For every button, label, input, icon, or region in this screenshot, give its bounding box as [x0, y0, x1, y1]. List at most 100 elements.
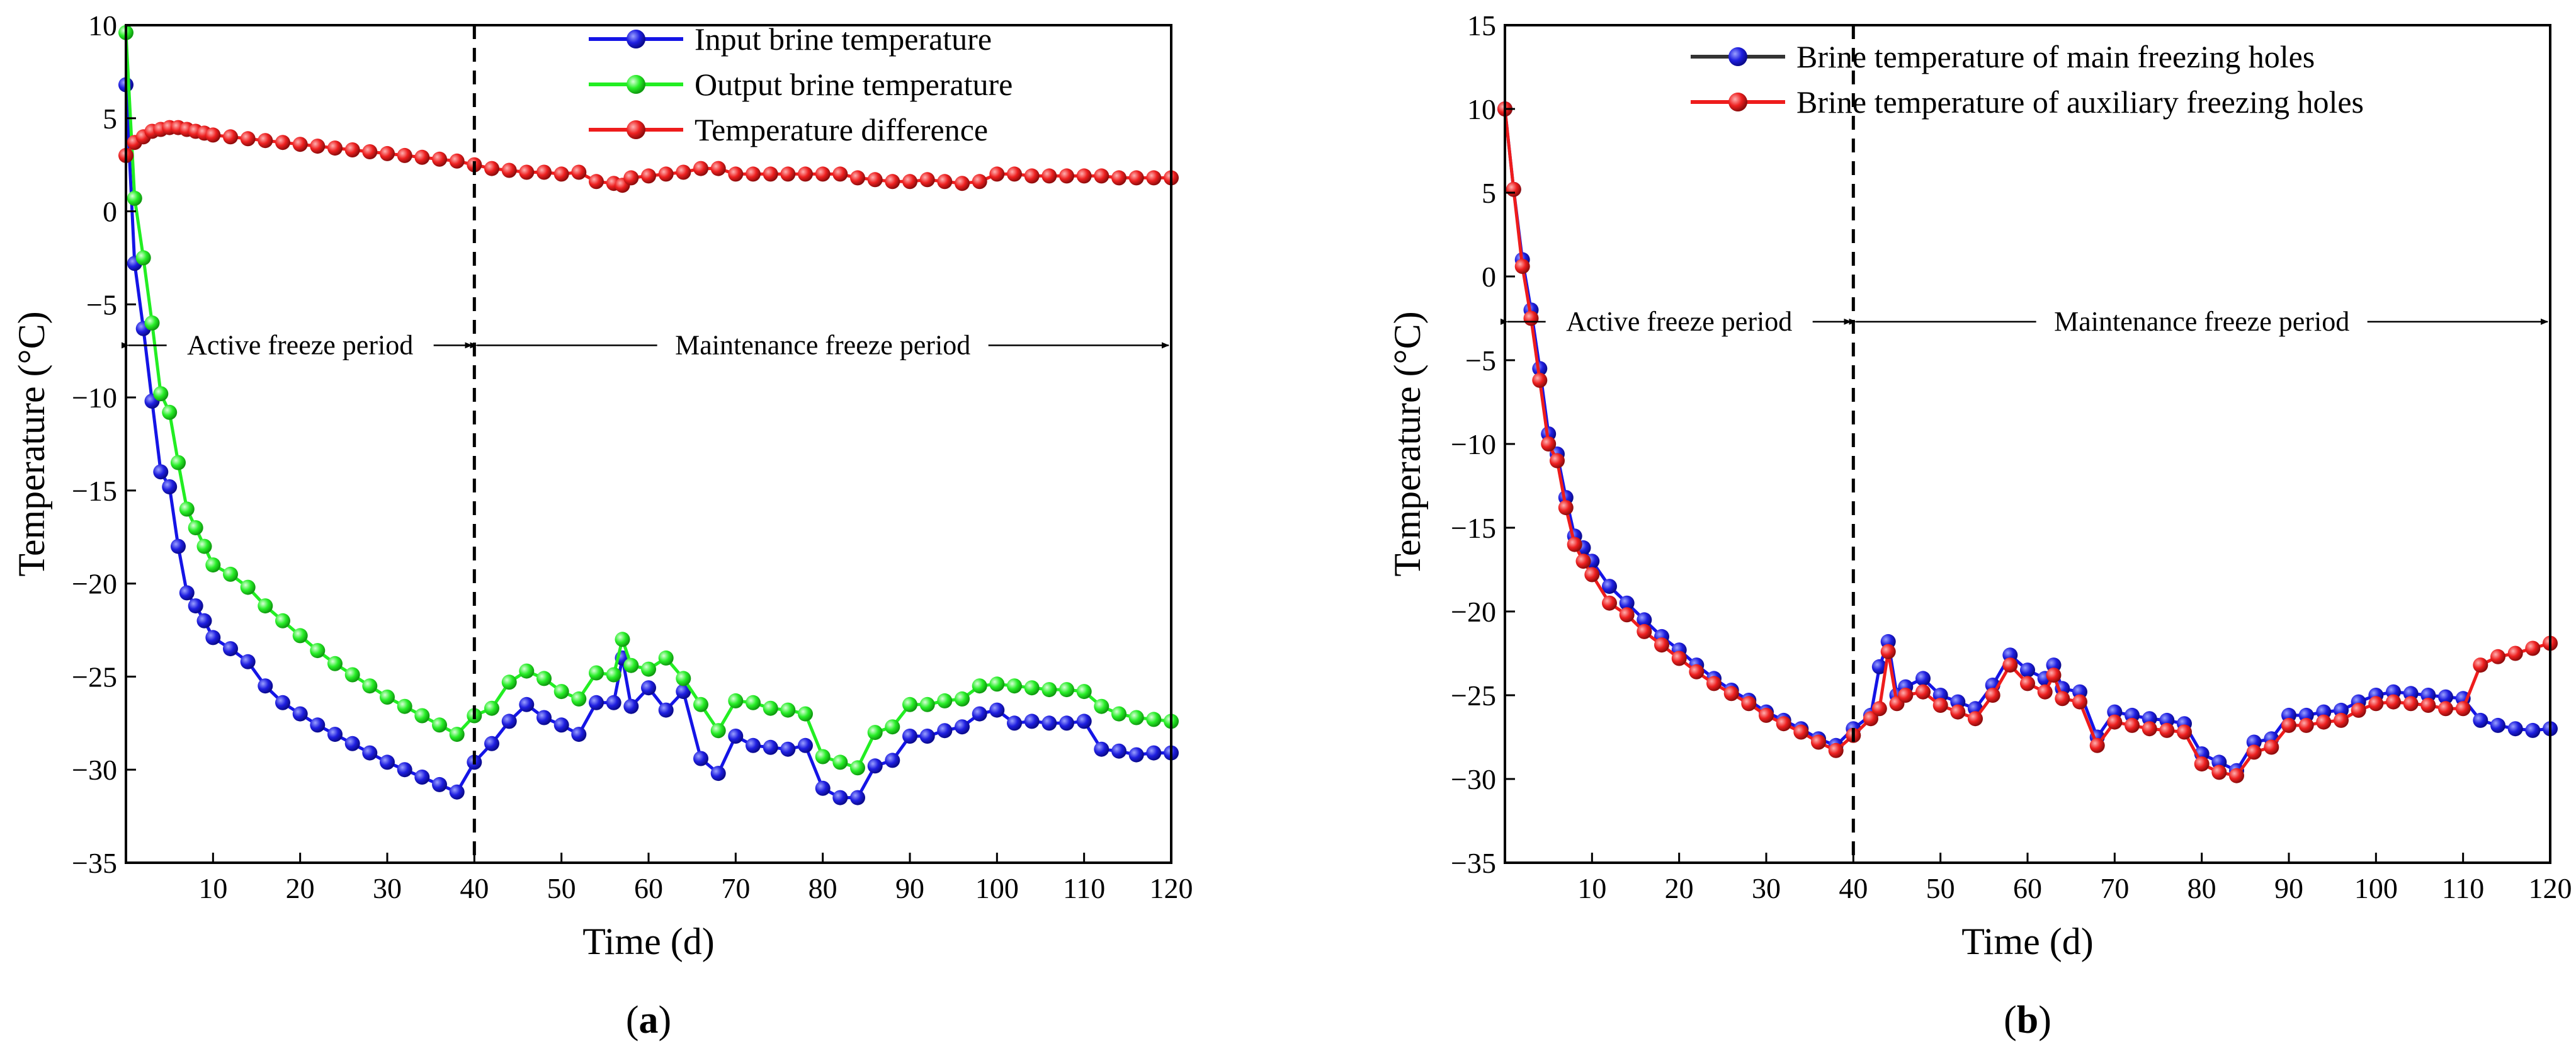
data-point — [2211, 765, 2227, 780]
data-point — [2490, 649, 2505, 664]
data-point — [144, 315, 160, 331]
data-point — [2438, 689, 2453, 705]
y-tick-label: 0 — [103, 196, 117, 228]
data-point — [449, 727, 465, 742]
data-point — [2159, 722, 2175, 738]
data-point — [2037, 684, 2053, 700]
data-point — [1007, 678, 1022, 694]
x-tick-label: 80 — [2187, 872, 2216, 904]
x-tick-label: 100 — [2354, 872, 2398, 904]
data-point — [205, 557, 221, 573]
data-point — [919, 172, 935, 188]
data-point — [1041, 682, 1057, 698]
data-point — [728, 693, 744, 708]
data-point — [1041, 715, 1057, 731]
data-point — [850, 760, 865, 776]
x-tick-label: 20 — [1665, 872, 1694, 904]
data-point — [867, 172, 883, 188]
data-point — [676, 684, 691, 700]
data-point — [693, 161, 708, 176]
data-point — [2055, 691, 2070, 707]
data-point — [1541, 436, 1557, 452]
data-point — [484, 736, 499, 751]
data-point — [1968, 711, 1983, 727]
y-tick-label: −5 — [1465, 344, 1496, 377]
x-tick-label: 90 — [895, 872, 924, 904]
data-point — [955, 176, 970, 191]
x-axis-label-b: Time (d) — [1961, 921, 2093, 962]
data-point — [519, 663, 535, 679]
data-point — [1863, 711, 1878, 727]
data-point — [397, 762, 412, 778]
data-point — [536, 710, 552, 725]
data-point — [641, 168, 656, 184]
data-point — [127, 190, 142, 206]
data-point — [1602, 595, 1617, 611]
data-point — [275, 695, 290, 710]
data-point — [989, 166, 1005, 182]
data-point — [798, 166, 813, 182]
data-point — [989, 676, 1005, 692]
data-point — [327, 656, 343, 671]
x-tick-label: 90 — [2274, 872, 2303, 904]
data-point — [1871, 659, 1887, 674]
data-point — [1811, 734, 1826, 750]
data-point — [1671, 651, 1687, 666]
data-point — [571, 691, 587, 707]
data-point — [571, 727, 587, 742]
data-point — [344, 142, 360, 157]
data-point — [1950, 704, 1966, 720]
data-point — [1567, 537, 1582, 552]
data-point — [449, 784, 465, 800]
data-point — [414, 708, 430, 724]
data-point — [397, 147, 412, 163]
data-point — [553, 717, 569, 733]
data-point — [153, 464, 169, 480]
data-point — [2264, 739, 2279, 755]
x-tick-label: 100 — [975, 872, 1019, 904]
y-tick-label: −20 — [1451, 596, 1496, 628]
x-tick-label: 30 — [1752, 872, 1781, 904]
data-point — [902, 729, 917, 744]
data-point — [1575, 554, 1591, 569]
data-point — [1024, 680, 1040, 696]
data-point — [1723, 686, 1739, 702]
data-point — [2316, 714, 2332, 730]
data-point — [1619, 595, 1635, 611]
data-point — [380, 145, 395, 161]
data-point — [606, 695, 621, 710]
data-point — [501, 162, 517, 178]
data-point — [955, 691, 970, 707]
data-point — [258, 133, 273, 149]
data-point — [885, 174, 900, 190]
data-point — [867, 758, 883, 774]
plot-frame-a — [125, 24, 1172, 864]
data-point — [589, 695, 604, 710]
data-point — [1602, 579, 1617, 594]
data-point — [240, 579, 256, 595]
data-point — [763, 700, 778, 716]
x-tick-label: 40 — [1839, 872, 1868, 904]
data-point — [1558, 500, 1574, 516]
data-point — [2046, 668, 2062, 683]
legend-swatch-marker — [627, 30, 645, 48]
data-point — [972, 174, 987, 190]
data-point — [1871, 701, 1887, 717]
data-point — [484, 700, 499, 716]
x-tick-label: 120 — [2529, 872, 2572, 904]
data-point — [2420, 698, 2436, 713]
data-point — [2507, 721, 2523, 737]
data-point — [536, 164, 552, 180]
data-point — [275, 613, 290, 628]
data-point — [484, 161, 499, 176]
y-tick-label: 15 — [1467, 9, 1496, 42]
y-tick-label: 5 — [1482, 177, 1496, 209]
data-point — [258, 678, 273, 694]
data-point — [728, 166, 744, 182]
data-point — [972, 678, 987, 694]
panel-letter-b: b — [2017, 999, 2038, 1042]
data-point — [205, 630, 221, 645]
data-point — [1741, 696, 1757, 712]
legend-swatch-marker — [1728, 47, 1747, 66]
data-point — [623, 698, 639, 714]
